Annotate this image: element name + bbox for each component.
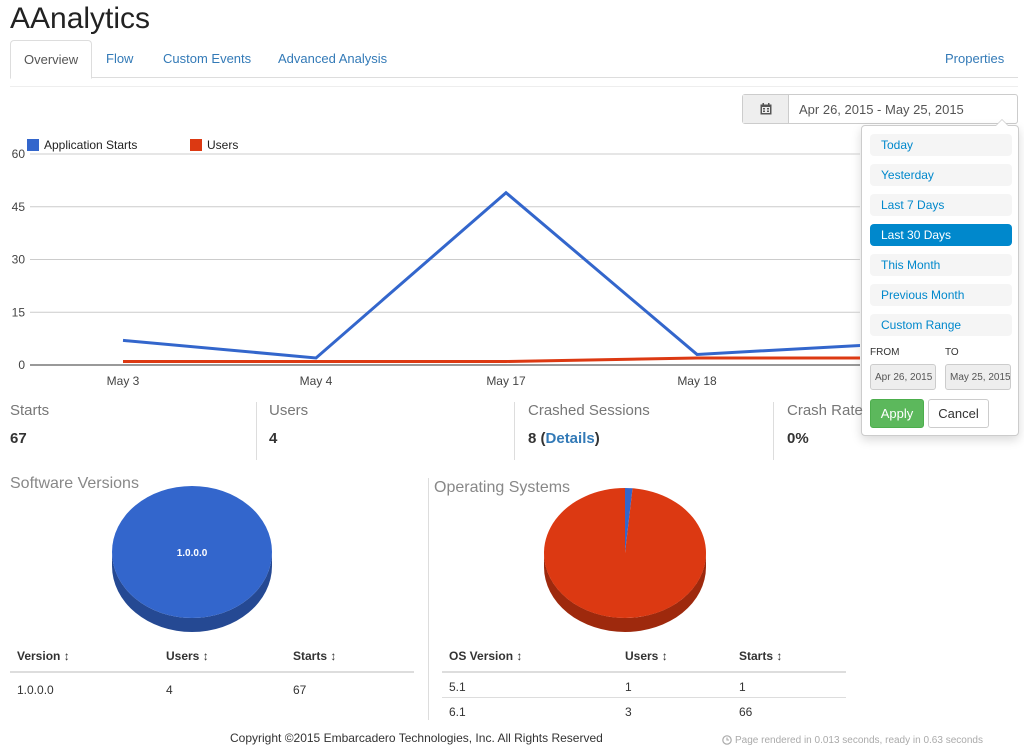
pie-slice-label: 1.0.0.0 — [177, 548, 208, 559]
sort-starts[interactable]: Starts ↕ — [293, 649, 337, 663]
series-line-application-starts — [122, 190, 860, 360]
software-versions-pie: 1.0.0.0 — [112, 486, 272, 632]
pie-slice-side — [544, 553, 706, 632]
cell-version: 1.0.0.0 — [17, 683, 54, 697]
table-header-line — [442, 671, 846, 673]
legend-swatch — [27, 139, 39, 151]
stat-label: Users — [269, 402, 309, 419]
y-tick-label: 45 — [12, 200, 26, 214]
stat-divider — [773, 402, 774, 460]
cancel-button[interactable]: Cancel — [928, 399, 989, 428]
line-chart: 0 15 30 45 60 May 3 May 4 May 17 May 18 Applicati… — [12, 138, 860, 388]
pie-slice — [625, 488, 633, 553]
software-versions-title: Software Versions — [10, 475, 139, 492]
range-this-month[interactable]: This Month — [870, 254, 1012, 276]
cell-os-version: 6.1 — [449, 705, 466, 719]
pie-slice — [112, 486, 272, 618]
table-header-line — [10, 671, 414, 673]
sort-icon: ↕ — [661, 649, 668, 663]
cell-users: 1 — [625, 680, 632, 694]
x-tick-label: May 17 — [486, 374, 526, 388]
legend-swatch — [190, 139, 202, 151]
stat-value: 8 (Details) — [528, 430, 600, 447]
range-yesterday[interactable]: Yesterday — [870, 164, 1012, 186]
sort-icon: ↕ — [776, 649, 783, 663]
range-today[interactable]: Today — [870, 134, 1012, 156]
cell-users: 4 — [166, 683, 173, 697]
crash-details-link[interactable]: Details — [545, 430, 595, 447]
legend-label: Application Starts — [44, 138, 137, 152]
row-divider — [442, 697, 846, 698]
tab-overview[interactable]: Overview — [10, 40, 93, 79]
calendar-button[interactable] — [743, 95, 789, 123]
y-tick-label: 30 — [12, 253, 26, 267]
range-last-30-days[interactable]: Last 30 Days — [870, 224, 1012, 246]
cell-starts: 67 — [293, 683, 307, 697]
stat-label: Crashed Sessions — [528, 402, 650, 419]
stat-value: 0% — [787, 430, 809, 447]
sort-icon: ↕ — [516, 649, 523, 663]
date-range-picker[interactable]: Apr 26, 2015 - May 25, 2015 — [742, 94, 1018, 124]
range-last-7-days[interactable]: Last 7 Days — [870, 194, 1012, 216]
series-line-users — [123, 356, 860, 363]
apply-button[interactable]: Apply — [870, 399, 924, 428]
operating-systems-pie — [544, 488, 706, 632]
date-range-value[interactable]: Apr 26, 2015 - May 25, 2015 — [799, 102, 964, 117]
app-title: AAnalytics — [10, 2, 151, 35]
sort-users[interactable]: Users ↕ — [625, 649, 668, 663]
to-date-input[interactable] — [945, 364, 1011, 390]
stat-label: Crash Rate — [787, 402, 863, 419]
cell-users: 3 — [625, 705, 632, 719]
cell-os-version: 5.1 — [449, 680, 466, 694]
legend-label: Users — [207, 138, 238, 152]
date-range-dropdown: Today Yesterday Last 7 Days Last 30 Days… — [861, 119, 1019, 436]
tab-flow[interactable]: Flow — [106, 51, 134, 66]
sort-icon: ↕ — [202, 649, 209, 663]
crashed-count: 8 — [528, 430, 537, 447]
x-tick-label: May 4 — [300, 374, 333, 388]
tab-properties[interactable]: Properties — [945, 51, 1005, 66]
sort-version[interactable]: Version ↕ — [17, 649, 70, 663]
stat-value: 4 — [269, 430, 278, 447]
sort-icon: ↕ — [63, 649, 70, 663]
cell-starts: 66 — [739, 705, 753, 719]
pie-slice — [544, 488, 706, 618]
from-label: FROM — [870, 347, 900, 358]
from-date-input[interactable] — [870, 364, 936, 390]
calendar-icon — [760, 103, 772, 115]
sort-starts[interactable]: Starts ↕ — [739, 649, 783, 663]
footer-copyright: Copyright ©2015 Embarcadero Technologies… — [230, 731, 603, 745]
y-tick-label: 0 — [18, 358, 25, 372]
section-divider — [428, 478, 429, 720]
y-tick-label: 15 — [12, 305, 26, 319]
stat-divider — [514, 402, 515, 460]
sort-users[interactable]: Users ↕ — [166, 649, 209, 663]
tab-advanced-analysis[interactable]: Advanced Analysis — [278, 51, 388, 66]
range-custom-range[interactable]: Custom Range — [870, 314, 1012, 336]
render-time-text: Page rendered in 0.013 seconds, ready in… — [735, 735, 983, 746]
cell-starts: 1 — [739, 680, 746, 694]
nav-tabs: Overview Flow Custom Events Advanced Ana… — [10, 40, 1018, 79]
sort-os-version[interactable]: OS Version ↕ — [449, 649, 523, 663]
range-previous-month[interactable]: Previous Month — [870, 284, 1012, 306]
sort-icon: ↕ — [330, 649, 337, 663]
operating-systems-title: Operating Systems — [434, 479, 571, 496]
tab-custom-events[interactable]: Custom Events — [163, 51, 252, 66]
to-label: TO — [945, 347, 959, 358]
pie-slice-side — [112, 552, 272, 632]
y-tick-label: 60 — [12, 147, 26, 161]
stat-label: Starts — [10, 402, 50, 419]
divider — [10, 86, 1018, 87]
x-tick-label: May 3 — [107, 374, 140, 388]
clock-icon — [722, 735, 732, 745]
render-time: Page rendered in 0.013 seconds, ready in… — [722, 735, 983, 746]
x-tick-label: May 18 — [677, 374, 717, 388]
stat-value: 67 — [10, 430, 27, 447]
stat-divider — [256, 402, 257, 460]
